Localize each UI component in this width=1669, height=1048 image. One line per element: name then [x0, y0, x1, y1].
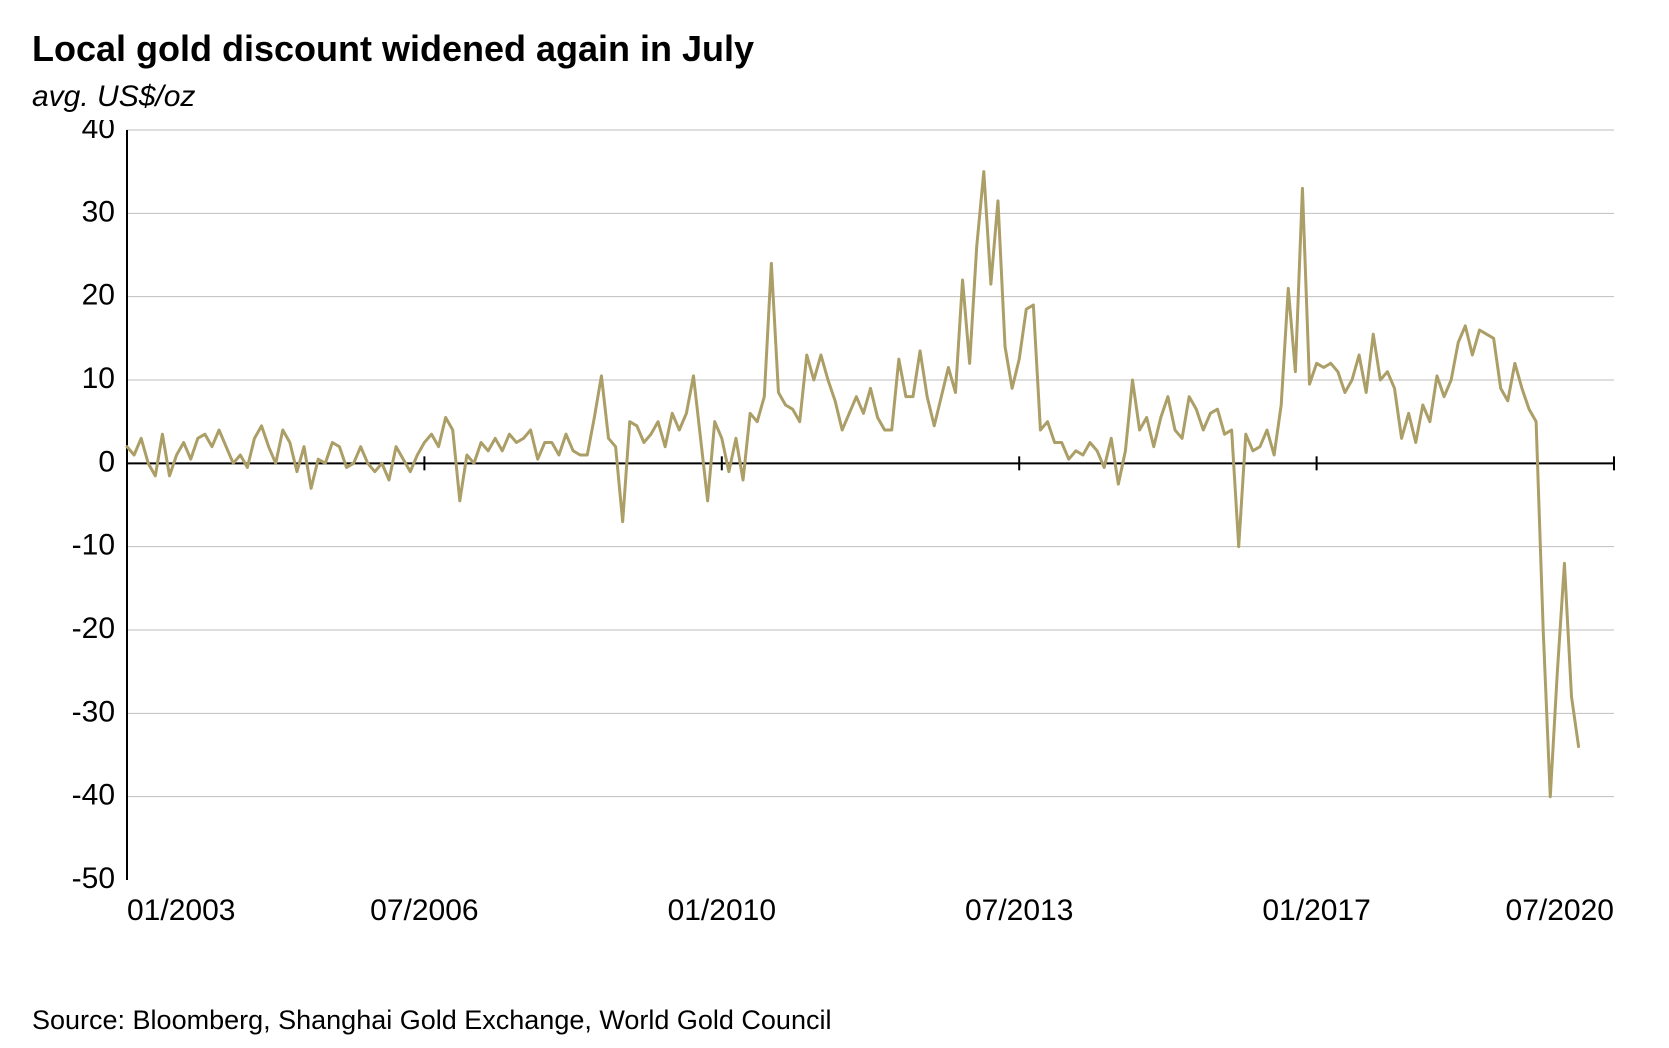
y-tick-label: -20 [72, 612, 115, 645]
x-tick-label: 01/2010 [668, 894, 776, 927]
y-tick-label: 30 [82, 195, 115, 228]
y-tick-label: 20 [82, 279, 115, 312]
chart-subtitle: avg. US$/oz [32, 80, 1629, 114]
source-text: Source: Bloomberg, Shanghai Gold Exchang… [32, 1005, 1629, 1036]
y-tick-label: -10 [72, 529, 115, 562]
y-tick-label: 40 [82, 120, 115, 145]
y-tick-label: -50 [72, 862, 115, 895]
y-tick-label: 0 [98, 445, 115, 478]
page: Local gold discount widened again in Jul… [0, 0, 1669, 1048]
y-tick-label: -40 [72, 779, 115, 812]
x-tick-label: 07/2006 [370, 894, 478, 927]
x-tick-label: 01/2003 [127, 894, 235, 927]
chart-container: -50 -40 -30 -20 -10 0 10 20 30 40 01/2003 07/2006 01… [32, 120, 1629, 945]
x-tick-label: 07/2013 [965, 894, 1073, 927]
y-tick-label: -30 [72, 695, 115, 728]
x-tick-label: 01/2017 [1262, 894, 1370, 927]
y-tick-label: 10 [82, 362, 115, 395]
line-chart: -50 -40 -30 -20 -10 0 10 20 30 40 01/2003 07/2006 01… [32, 120, 1629, 940]
x-tick-label: 07/2020 [1506, 894, 1614, 927]
chart-title: Local gold discount widened again in Jul… [32, 28, 1629, 70]
